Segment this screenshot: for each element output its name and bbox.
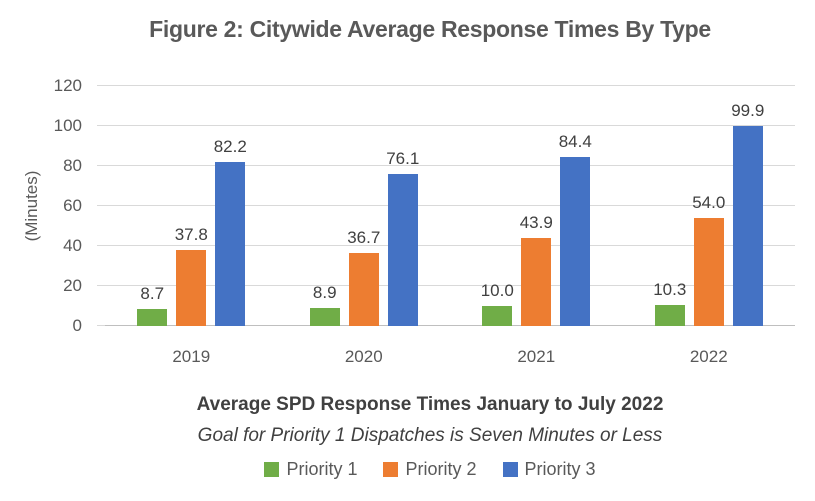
bar-value-label: 37.8 (174, 225, 208, 245)
bar-value-label: 54.0 (692, 193, 726, 212)
y-tick-mark (97, 245, 105, 246)
y-tick-label: 0 (72, 316, 82, 335)
y-tick-label: 60 (63, 196, 82, 215)
bar-cell: 10.3 (653, 280, 686, 326)
legend-item-priority-1: Priority 1 (264, 459, 357, 480)
legend-swatch-icon (383, 462, 399, 477)
bar-cell: 8.9 (309, 283, 340, 326)
legend-label: Priority 3 (524, 459, 596, 479)
gridline (105, 125, 795, 126)
bar-cell: 37.8 (175, 225, 208, 326)
bar-cell: 8.7 (137, 284, 168, 326)
gridline (105, 205, 795, 206)
bar-cell: 76.1 (386, 149, 419, 326)
bar-group-2019: 8.7 37.8 82.2 (137, 86, 247, 326)
chart-title: Figure 2: Citywide Average Response Time… (149, 16, 711, 42)
y-tick-mark (97, 325, 105, 326)
bar-priority-2 (693, 218, 724, 326)
bar-priority-1 (482, 306, 513, 326)
bar-priority-2 (521, 238, 552, 326)
x-category-label: 2019 (172, 347, 211, 366)
bar-priority-3 (215, 161, 246, 326)
bar-value-label: 10.3 (653, 280, 687, 300)
x-axis-title: Average SPD Response Times January to Ju… (196, 394, 664, 415)
gridline (105, 245, 795, 246)
y-axis-tick-labels: 0 20 40 60 80 100 120 (30, 76, 82, 335)
bar-priority-2 (176, 250, 207, 326)
bar-cell: 36.7 (347, 228, 380, 326)
bar-priority-3 (387, 173, 418, 326)
bar-group-2022: 10.3 54.0 99.9 (653, 86, 764, 326)
legend-label: Priority 1 (286, 459, 358, 479)
x-axis-labels: 2019 2020 2021 2022 (105, 347, 795, 369)
x-axis-subtitle: Goal for Priority 1 Dispatches is Seven … (197, 425, 663, 446)
y-tick-mark (97, 85, 105, 86)
y-tick-label: 100 (53, 116, 82, 135)
bar-value-label: 99.9 (731, 101, 765, 121)
bar-cell: 54.0 (692, 193, 725, 326)
bar-value-label: 8.7 (140, 283, 165, 303)
y-tick-mark (97, 285, 105, 286)
legend-swatch-icon (264, 462, 280, 477)
bar-priority-1 (309, 308, 340, 326)
bar-value-label: 8.9 (312, 283, 337, 303)
legend-swatch-icon (502, 462, 518, 477)
bar-value-label: 82.2 (213, 136, 247, 156)
bar-value-label: 36.7 (347, 227, 381, 247)
x-category-label: 2020 (344, 347, 383, 366)
y-tick-label: 20 (63, 276, 82, 295)
y-tick-mark (97, 125, 105, 126)
gridline (105, 285, 795, 286)
bar-cell: 43.9 (520, 213, 553, 326)
bar-cell: 84.4 (559, 132, 592, 326)
bar-value-label: 76.1 (386, 148, 420, 168)
y-tick-label: 120 (53, 76, 82, 95)
y-tick-label: 80 (63, 156, 82, 175)
x-axis-line (105, 325, 795, 326)
bar-cell: 99.9 (731, 101, 764, 326)
legend-item-priority-3: Priority 3 (502, 459, 596, 480)
bar-priority-1 (654, 305, 685, 326)
bar-value-label: 84.4 (558, 132, 592, 152)
y-tick-mark (97, 205, 105, 206)
legend-label: Priority 2 (405, 459, 477, 479)
bar-cell: 10.0 (481, 281, 514, 326)
bar-group-2021: 10.0 43.9 84.4 (481, 86, 592, 326)
legend-item-priority-2: Priority 2 (383, 459, 477, 480)
bar-priority-3 (732, 126, 763, 326)
bar-cell: 82.2 (214, 137, 247, 326)
y-tick-label: 40 (63, 236, 82, 255)
bar-group-2020: 8.9 36.7 76.1 (309, 86, 419, 326)
gridline (105, 165, 795, 166)
bar-priority-3 (560, 157, 591, 326)
y-tick-mark (97, 165, 105, 166)
bar-priority-2 (348, 252, 379, 326)
bar-priority-1 (137, 308, 168, 326)
x-category-label: 2022 (689, 347, 728, 366)
x-category-label: 2021 (517, 347, 556, 366)
plot-area: 8.7 37.8 82.2 8.9 36.7 76.1 10.0 43.9 84.4 10.3 54… (97, 85, 795, 326)
gridline (105, 85, 795, 86)
bar-value-label: 10.0 (480, 281, 514, 300)
bar-value-label: 43.9 (519, 213, 553, 233)
legend: Priority 1 Priority 2 Priority 3 (85, 459, 775, 480)
